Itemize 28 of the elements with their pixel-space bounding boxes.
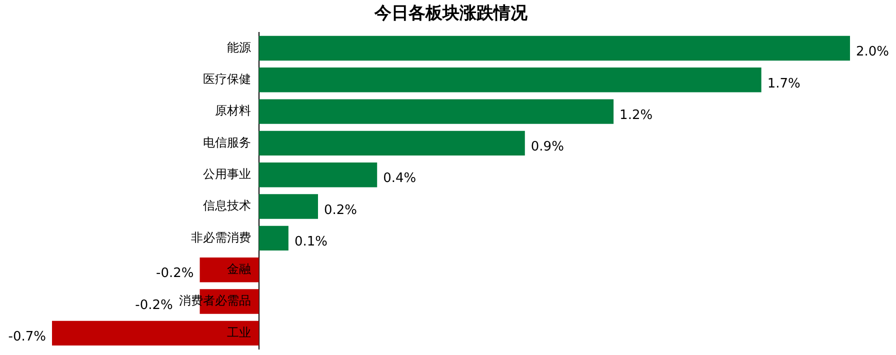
- chart-title: 今日各板块涨跌情况: [374, 4, 528, 24]
- y-tick-label: 工业: [226, 325, 251, 340]
- bar: [258, 36, 850, 61]
- y-tick-label: 医疗保健: [202, 72, 251, 86]
- data-label: -0.2%: [135, 298, 173, 313]
- bar: [258, 162, 378, 188]
- y-tick-label: 信息技术: [202, 198, 251, 213]
- data-label: 0.4%: [383, 171, 416, 186]
- y-tick-label: 电信服务: [202, 135, 251, 150]
- y-tick-label: 非必需消费: [190, 230, 251, 244]
- data-label: 1.7%: [767, 76, 800, 92]
- bar: [258, 130, 525, 156]
- data-label: 2.0%: [856, 44, 890, 60]
- bar: [258, 226, 288, 251]
- y-tick-label: 能源: [226, 40, 251, 54]
- bar: [258, 68, 762, 92]
- data-label: -0.7%: [8, 330, 46, 345]
- data-label: 0.9%: [530, 140, 564, 155]
- bar: [258, 99, 614, 124]
- data-label: -0.2%: [156, 266, 194, 282]
- bar: [258, 194, 318, 219]
- data-label: 0.1%: [294, 234, 328, 250]
- y-tick-label: 金融: [226, 262, 251, 276]
- data-label: 0.2%: [324, 202, 358, 218]
- y-tick-label: 原材料: [214, 104, 251, 118]
- bar: [52, 320, 259, 346]
- y-tick-label: 公用事业: [202, 166, 251, 181]
- data-label: 1.2%: [620, 108, 653, 123]
